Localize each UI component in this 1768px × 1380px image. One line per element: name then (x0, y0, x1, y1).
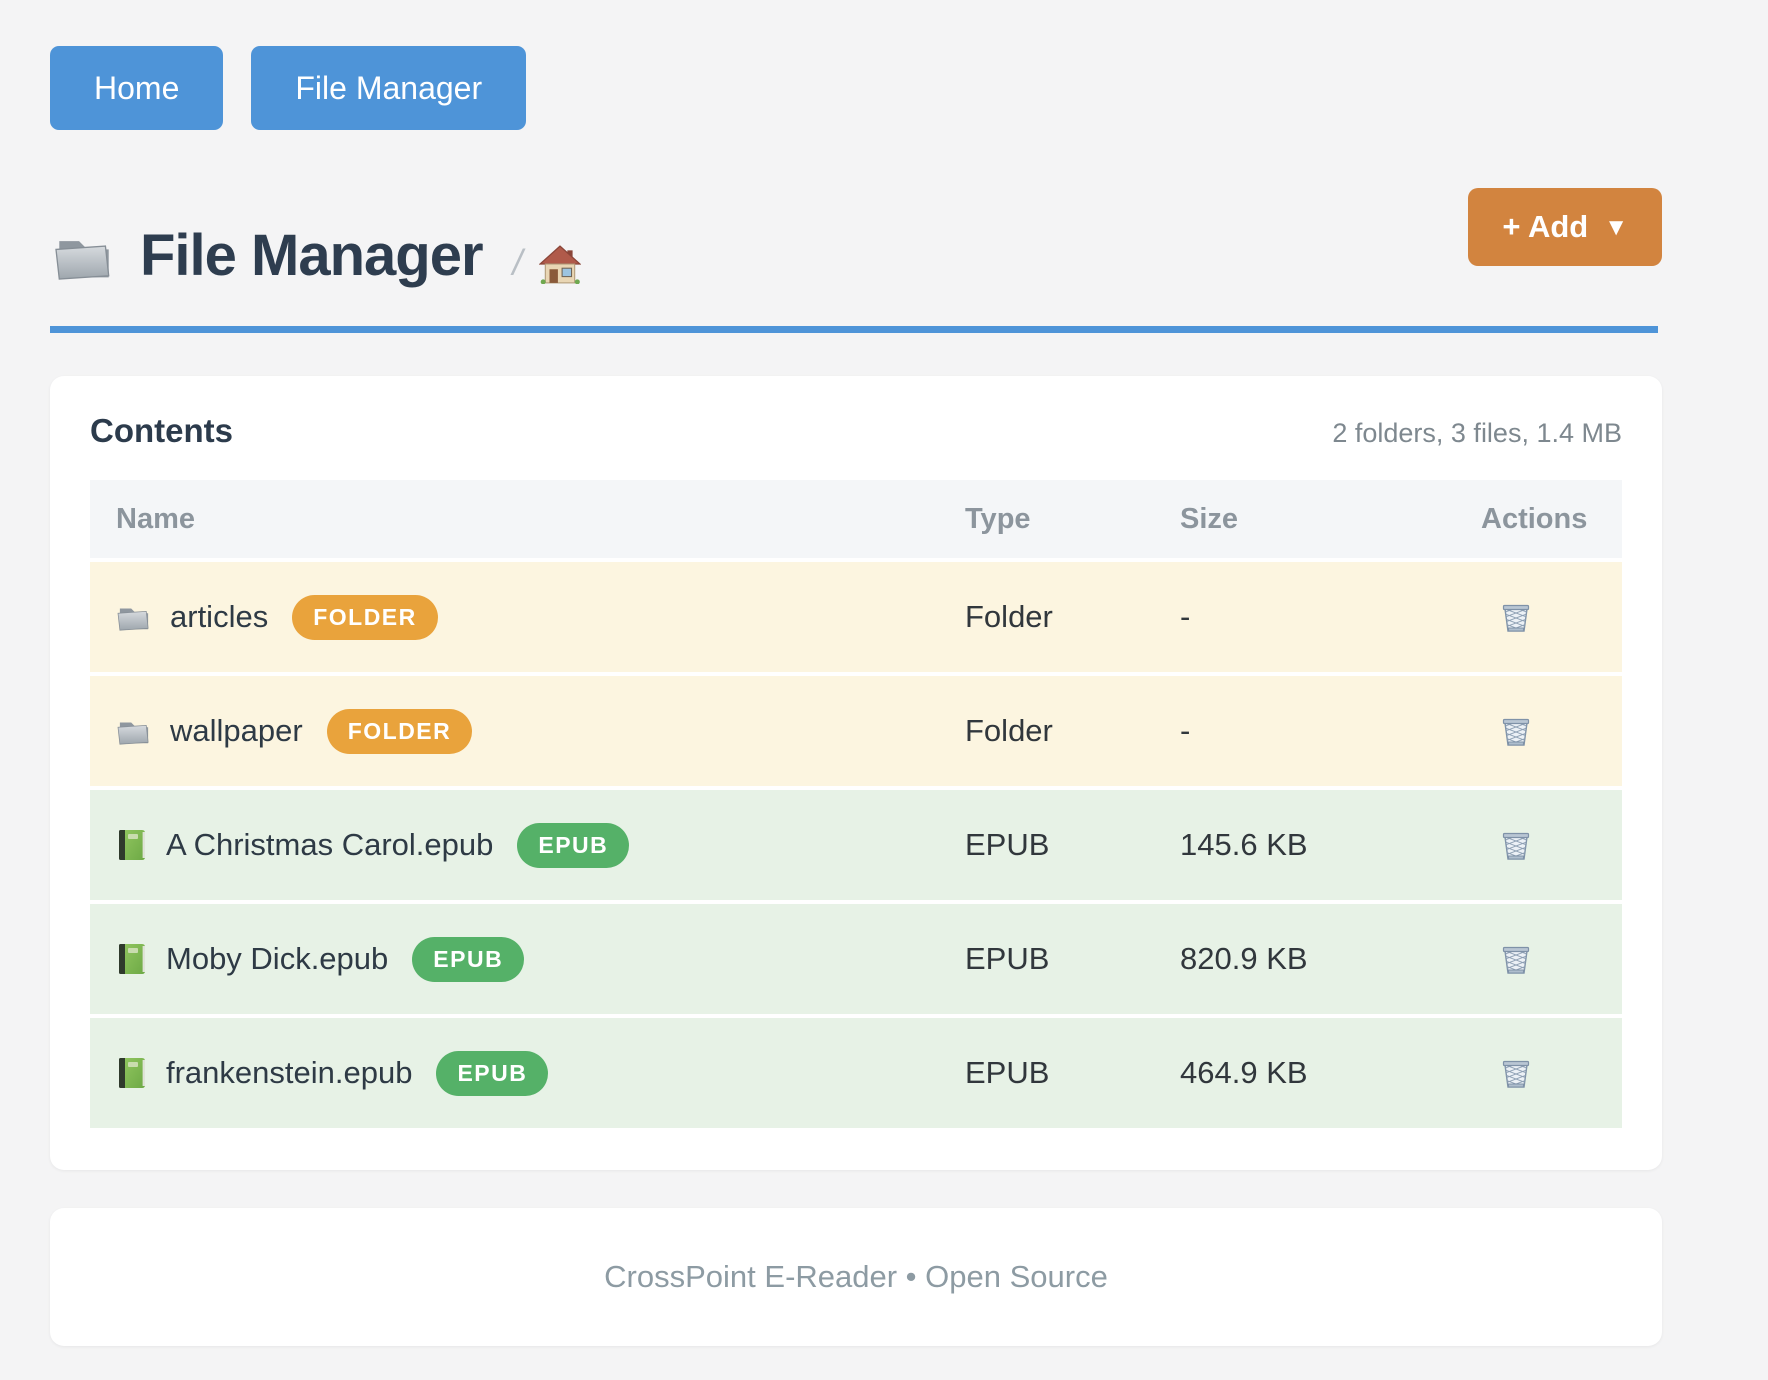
name-cell: articles FOLDER (90, 594, 965, 640)
home-button[interactable]: Home (50, 46, 224, 130)
file-manager-button[interactable]: File Manager (251, 46, 527, 130)
folder-icon (55, 240, 110, 280)
header-divider (50, 326, 1658, 333)
name-cell: A Christmas Carol.epub EPUB (90, 822, 965, 868)
page-title: File Manager (140, 223, 484, 288)
column-header-size: Size (1180, 502, 1239, 535)
add-button[interactable]: + Add ▼ (1468, 188, 1662, 266)
footer-card: CrossPoint E-Reader • Open Source (50, 1208, 1662, 1346)
folder-badge: FOLDER (326, 708, 473, 754)
column-header-type: Type (965, 502, 1031, 535)
table-row[interactable]: wallpaper FOLDER Folder - (90, 676, 1622, 786)
epub-badge: EPUB (517, 822, 630, 868)
item-type: EPUB (965, 1055, 1050, 1090)
delete-button[interactable] (1497, 825, 1535, 865)
folder-badge: FOLDER (292, 594, 438, 640)
footer-text: CrossPoint E-Reader • Open Source (604, 1259, 1108, 1294)
item-name: wallpaper (170, 713, 303, 748)
item-type: EPUB (965, 827, 1050, 862)
name-cell: frankenstein.epub EPUB (90, 1050, 965, 1096)
top-navigation: Home File Manager (50, 46, 527, 130)
item-name: Moby Dick.epub (166, 941, 389, 976)
table-row[interactable]: A Christmas Carol.epub EPUB EPUB 145.6 K… (90, 790, 1622, 900)
item-type: EPUB (965, 941, 1050, 976)
delete-button[interactable] (1497, 1053, 1535, 1093)
delete-button[interactable] (1497, 711, 1535, 751)
table-header-row: Name Type Size Actions (90, 480, 1622, 558)
trash-icon (1498, 598, 1534, 636)
item-type: Folder (965, 599, 1053, 634)
contents-card: Contents 2 folders, 3 files, 1.4 MB Name… (50, 376, 1662, 1170)
delete-button[interactable] (1497, 939, 1535, 979)
item-name: frankenstein.epub (166, 1055, 413, 1090)
book-icon (119, 944, 145, 974)
contents-card-header: Contents 2 folders, 3 files, 1.4 MB (90, 412, 1622, 450)
trash-icon (1498, 1054, 1534, 1092)
item-size: 464.9 KB (1180, 1055, 1308, 1090)
contents-summary: 2 folders, 3 files, 1.4 MB (1332, 418, 1622, 448)
name-cell: Moby Dick.epub EPUB (90, 936, 965, 982)
column-header-actions: Actions (1481, 502, 1588, 535)
item-type: Folder (965, 713, 1053, 748)
table-row[interactable]: Moby Dick.epub EPUB EPUB 820.9 KB (90, 904, 1622, 1014)
item-name: articles (170, 599, 269, 634)
item-size: 145.6 KB (1180, 827, 1308, 862)
item-size: 820.9 KB (1180, 941, 1308, 976)
trash-icon (1498, 826, 1534, 864)
table-row[interactable]: frankenstein.epub EPUB EPUB 464.9 KB (90, 1018, 1622, 1128)
item-size: - (1180, 599, 1191, 634)
book-icon (119, 830, 145, 860)
column-header-name: Name (116, 502, 195, 535)
breadcrumb-separator: / (512, 241, 523, 283)
page-header: File Manager / + Add ▼ (52, 188, 1662, 289)
folder-icon (117, 722, 149, 745)
delete-button[interactable] (1497, 597, 1535, 637)
contents-title: Contents (90, 412, 233, 449)
book-icon (119, 1058, 145, 1088)
epub-badge: EPUB (412, 936, 525, 982)
chevron-down-icon: ▼ (1604, 214, 1628, 241)
table-row[interactable]: articles FOLDER Folder - (90, 562, 1622, 672)
house-icon[interactable] (538, 244, 581, 284)
name-cell: wallpaper FOLDER (90, 708, 965, 754)
folder-icon (117, 608, 149, 631)
item-name: A Christmas Carol.epub (166, 827, 494, 862)
trash-icon (1498, 712, 1534, 750)
item-size: - (1180, 713, 1191, 748)
trash-icon (1498, 940, 1534, 978)
epub-badge: EPUB (436, 1050, 549, 1096)
add-button-label: + Add (1502, 209, 1589, 244)
